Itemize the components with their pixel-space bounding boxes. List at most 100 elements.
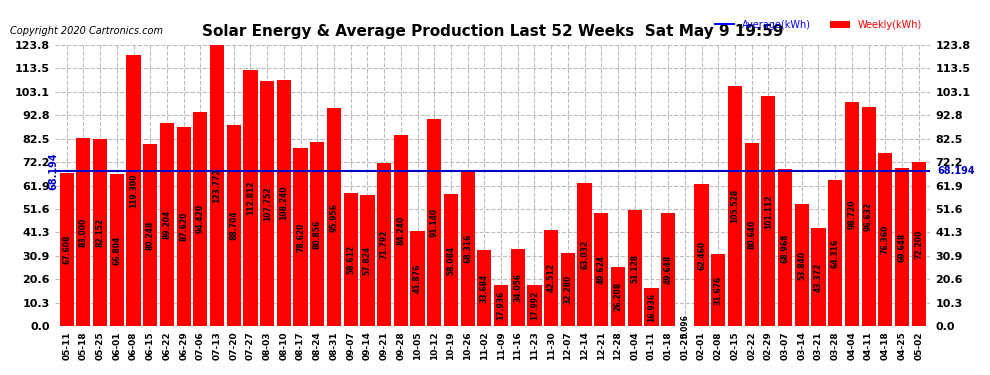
Text: Copyright 2020 Cartronics.com: Copyright 2020 Cartronics.com (10, 26, 163, 36)
Text: 87.620: 87.620 (179, 212, 188, 242)
Text: 112.812: 112.812 (246, 181, 255, 215)
Text: 51.128: 51.128 (631, 254, 640, 283)
Text: 58.084: 58.084 (446, 246, 455, 275)
Bar (611, 267, 625, 326)
Text: 68.194: 68.194 (938, 166, 975, 176)
Bar (711, 254, 726, 326)
Text: 123.772: 123.772 (213, 168, 222, 203)
Bar (93, 140, 107, 326)
Bar (477, 250, 491, 326)
Bar (444, 194, 458, 326)
Text: 98.720: 98.720 (847, 200, 856, 229)
Text: 84.240: 84.240 (396, 216, 405, 245)
Bar (344, 193, 357, 326)
Bar (795, 204, 809, 326)
Text: 17.992: 17.992 (530, 291, 539, 320)
Bar (828, 180, 842, 326)
Bar (628, 210, 642, 326)
Bar (878, 153, 892, 326)
Text: 57.824: 57.824 (363, 246, 372, 275)
Bar (210, 45, 224, 326)
Bar (460, 171, 475, 326)
Bar (293, 147, 308, 326)
Text: 80.640: 80.640 (747, 220, 756, 249)
Text: 33.684: 33.684 (480, 273, 489, 303)
Text: 62.460: 62.460 (697, 241, 706, 270)
Bar (127, 55, 141, 326)
Bar (594, 213, 609, 326)
Bar (260, 81, 274, 326)
Text: 119.300: 119.300 (129, 174, 138, 208)
Text: 82.152: 82.152 (96, 218, 105, 248)
Text: 68.316: 68.316 (463, 234, 472, 263)
Text: 67.608: 67.608 (62, 235, 71, 264)
Bar (377, 163, 391, 326)
Bar (912, 162, 926, 326)
Text: 108.240: 108.240 (279, 186, 288, 220)
Text: 42.512: 42.512 (546, 263, 555, 292)
Text: 0.096: 0.096 (680, 314, 689, 338)
Text: 71.792: 71.792 (379, 230, 389, 260)
Bar (159, 123, 174, 326)
Text: 49.648: 49.648 (663, 255, 672, 285)
Text: 31.676: 31.676 (714, 276, 723, 305)
Text: 95.956: 95.956 (330, 203, 339, 232)
Text: 64.316: 64.316 (831, 238, 840, 268)
Text: 49.624: 49.624 (597, 255, 606, 284)
Text: 83.000: 83.000 (79, 217, 88, 246)
Bar (544, 230, 558, 326)
Bar (411, 231, 425, 326)
Bar (277, 80, 291, 326)
Text: 88.704: 88.704 (230, 211, 239, 240)
Bar (110, 174, 124, 326)
Bar (778, 170, 792, 326)
Text: 105.528: 105.528 (731, 189, 740, 224)
Bar (761, 96, 775, 326)
Text: 101.112: 101.112 (764, 194, 773, 228)
Bar (227, 124, 241, 326)
Text: 91.140: 91.140 (430, 208, 439, 237)
Bar (144, 144, 157, 326)
Text: 68.194: 68.194 (49, 152, 58, 190)
Text: 63.032: 63.032 (580, 240, 589, 269)
Text: 96.632: 96.632 (864, 202, 873, 231)
Bar (176, 127, 191, 326)
Text: 89.204: 89.204 (162, 210, 171, 240)
Bar (59, 172, 74, 326)
Text: 17.936: 17.936 (497, 291, 506, 321)
Bar (728, 86, 742, 326)
Text: 107.752: 107.752 (262, 186, 271, 221)
Bar (193, 112, 208, 326)
Bar (528, 285, 542, 326)
Bar (560, 253, 575, 326)
Bar (895, 168, 909, 326)
Bar (861, 106, 876, 326)
Bar (844, 102, 859, 326)
Bar (244, 70, 257, 326)
Text: 66.804: 66.804 (112, 236, 122, 265)
Text: 69.648: 69.648 (898, 232, 907, 262)
Text: 94.420: 94.420 (196, 204, 205, 234)
Bar (310, 142, 325, 326)
Text: 68.968: 68.968 (780, 233, 790, 262)
Text: 16.936: 16.936 (646, 292, 656, 322)
Text: 80.856: 80.856 (313, 220, 322, 249)
Bar (394, 135, 408, 326)
Bar (577, 183, 592, 326)
Text: 72.200: 72.200 (914, 230, 924, 259)
Bar (427, 119, 442, 326)
Text: 76.360: 76.360 (881, 225, 890, 254)
Text: 41.876: 41.876 (413, 264, 422, 293)
Bar (511, 249, 525, 326)
Bar (360, 195, 374, 326)
Bar (812, 228, 826, 326)
Bar (661, 213, 675, 326)
Bar (694, 184, 709, 326)
Bar (494, 285, 508, 326)
Text: 80.248: 80.248 (146, 220, 154, 250)
Bar (327, 108, 342, 326)
Bar (744, 143, 758, 326)
Legend: Average(kWh), Weekly(kWh): Average(kWh), Weekly(kWh) (711, 16, 926, 34)
Text: 53.840: 53.840 (797, 251, 806, 280)
Text: 32.280: 32.280 (563, 275, 572, 304)
